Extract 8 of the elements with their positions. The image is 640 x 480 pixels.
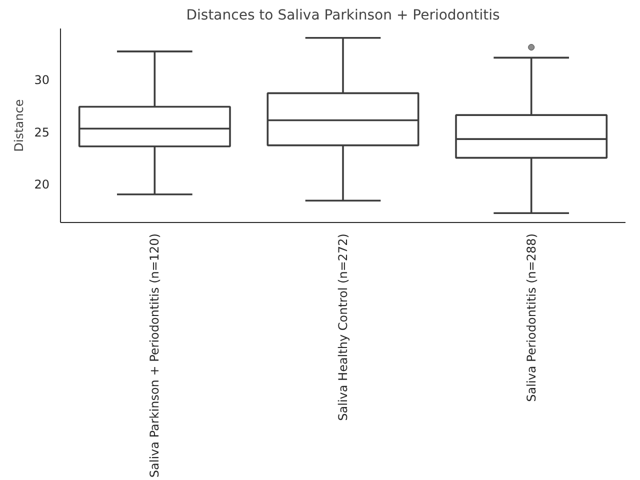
y-tick-label: 25 bbox=[34, 125, 50, 140]
chart-title: Distances to Saliva Parkinson + Periodontitis bbox=[186, 8, 500, 24]
x-tick-label: Saliva Parkinson + Periodontitis (n=120) bbox=[148, 233, 162, 478]
y-tick-label: 20 bbox=[34, 177, 50, 192]
y-tick-label: 30 bbox=[34, 73, 50, 88]
y-axis-title: Distance bbox=[12, 99, 26, 152]
x-tick-label: Saliva Periodontitis (n=288) bbox=[524, 233, 538, 402]
x-tick-label: Saliva Healthy Control (n=272) bbox=[336, 233, 350, 421]
